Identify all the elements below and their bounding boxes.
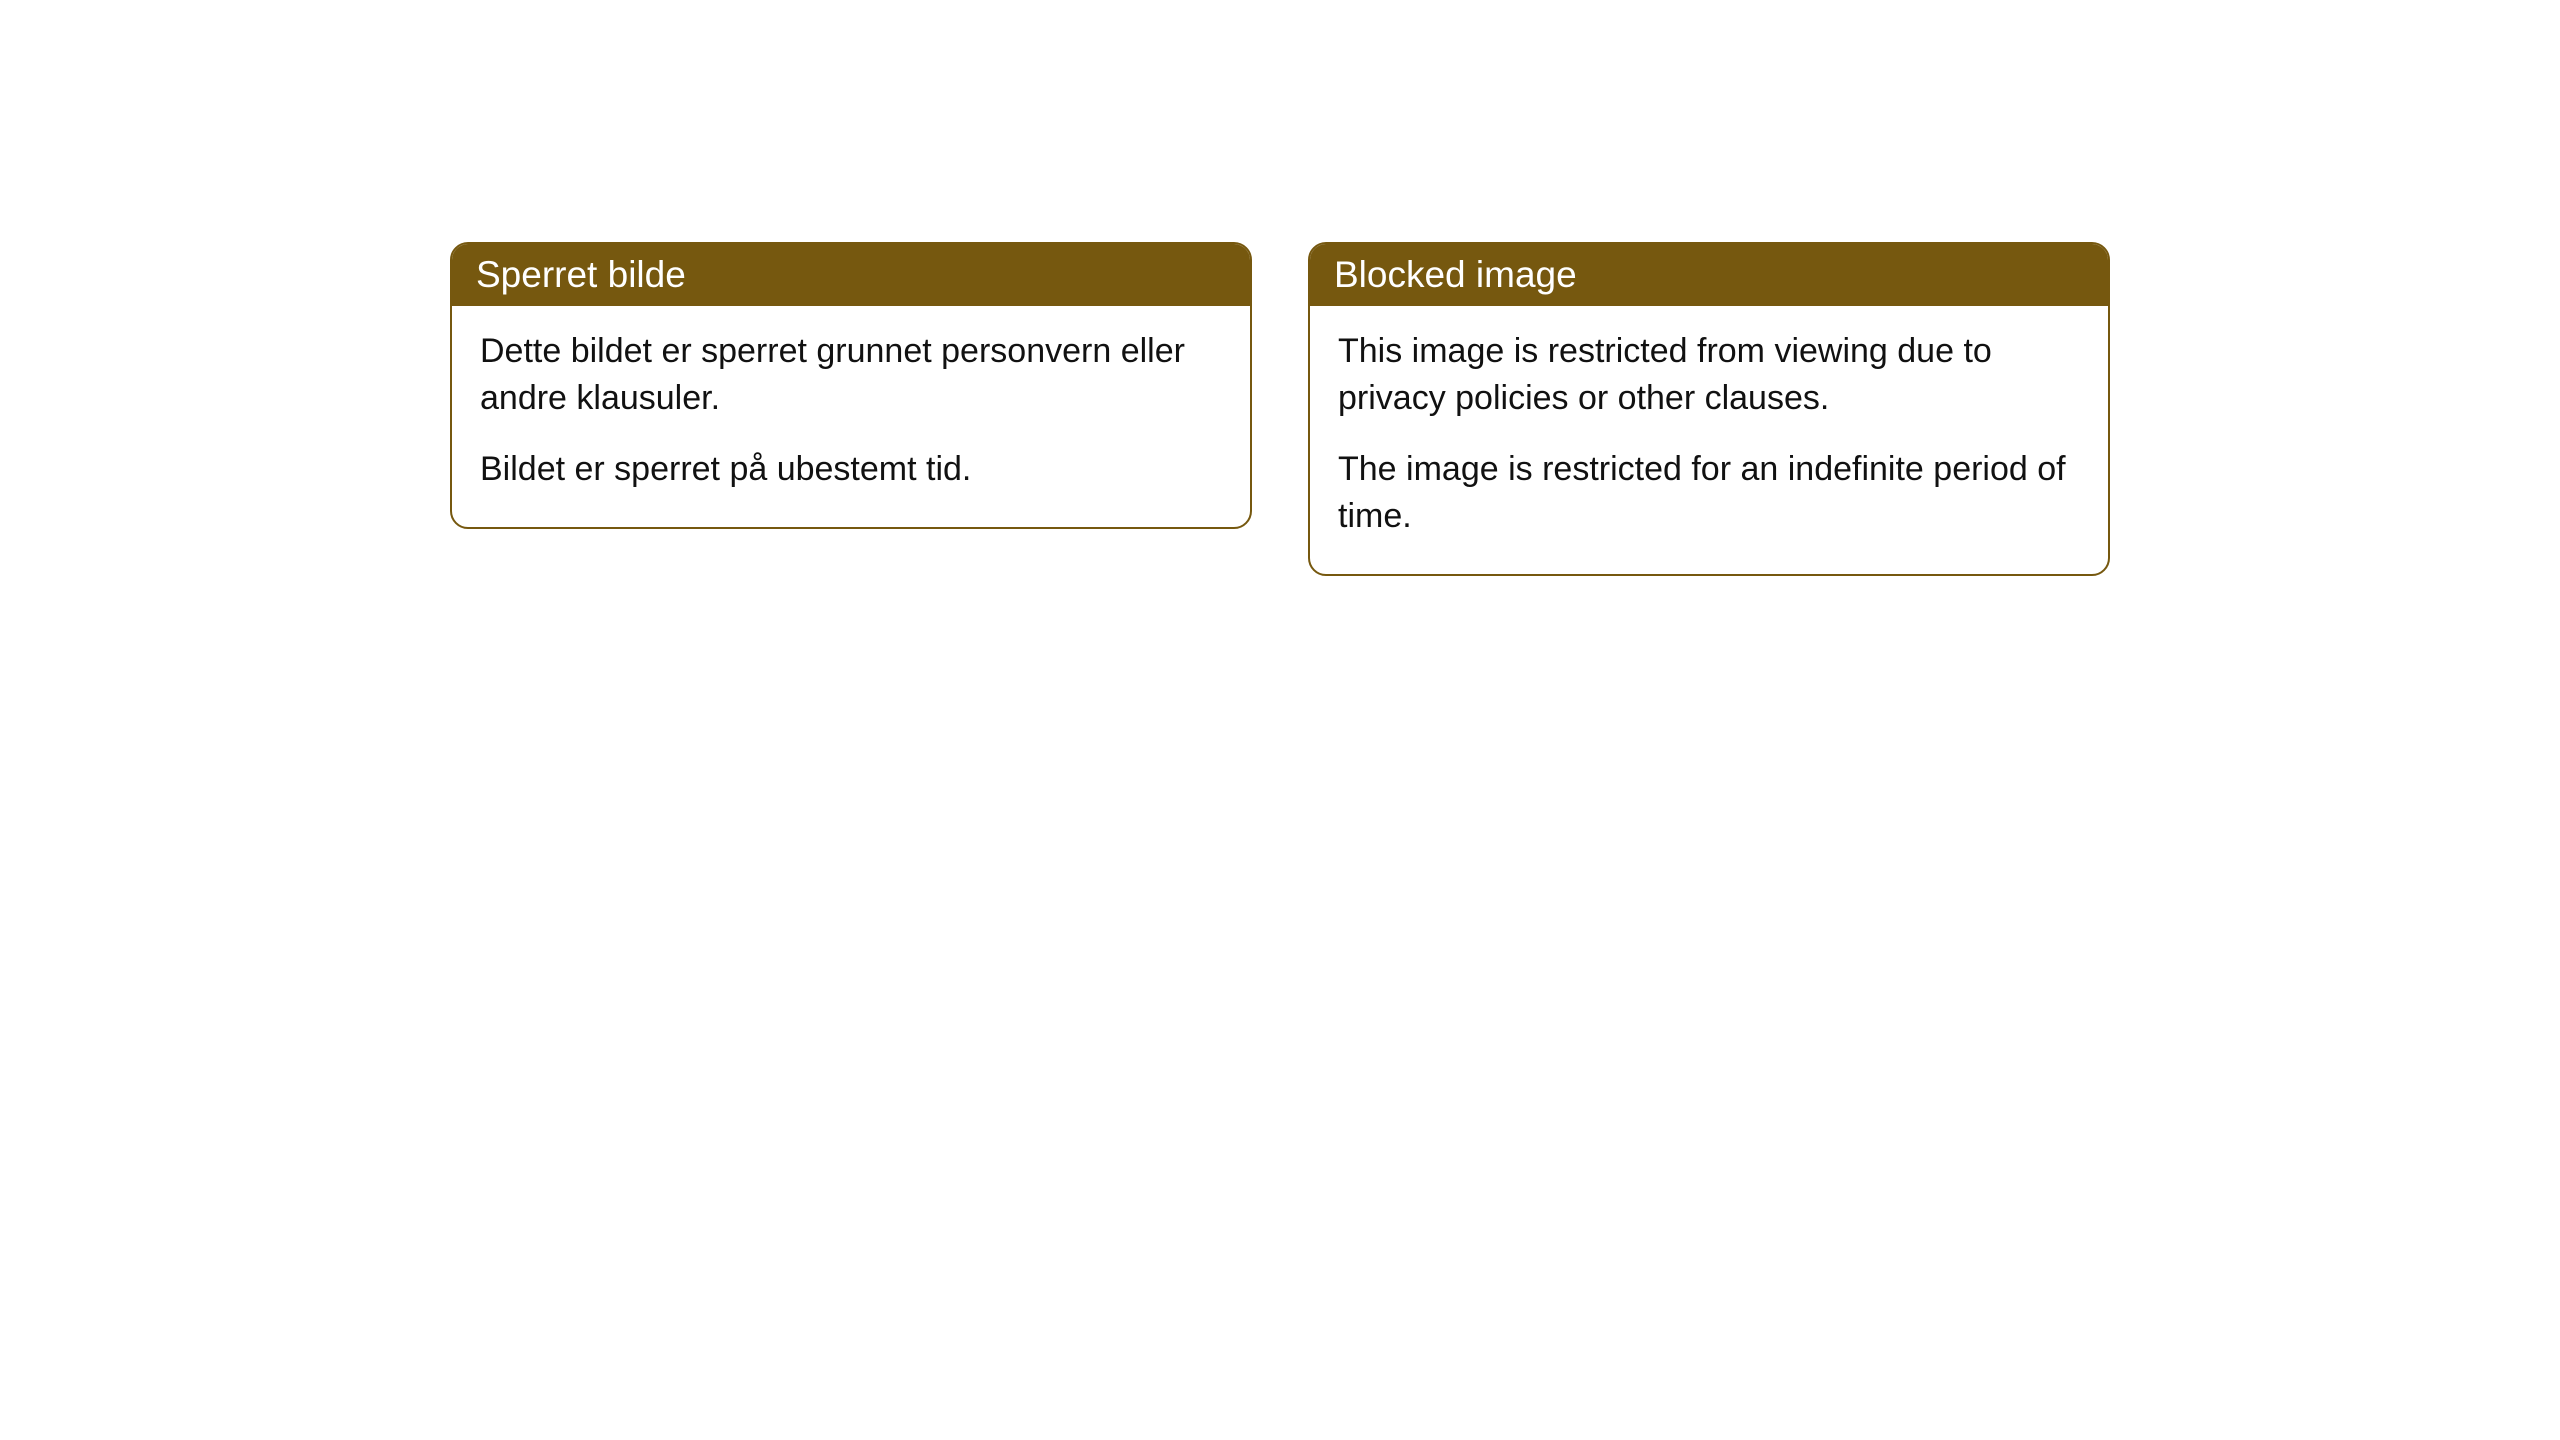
notice-paragraph-2-no: Bildet er sperret på ubestemt tid. xyxy=(480,446,1222,493)
blocked-image-notice-no: Sperret bilde Dette bildet er sperret gr… xyxy=(450,242,1252,529)
notice-body-en: This image is restricted from viewing du… xyxy=(1310,306,2108,574)
notice-paragraph-1-en: This image is restricted from viewing du… xyxy=(1338,328,2080,422)
blocked-image-notice-en: Blocked image This image is restricted f… xyxy=(1308,242,2110,576)
notice-header-en: Blocked image xyxy=(1310,244,2108,306)
notice-paragraph-2-en: The image is restricted for an indefinit… xyxy=(1338,446,2080,540)
notice-header-no: Sperret bilde xyxy=(452,244,1250,306)
notice-body-no: Dette bildet er sperret grunnet personve… xyxy=(452,306,1250,527)
notice-paragraph-1-no: Dette bildet er sperret grunnet personve… xyxy=(480,328,1222,422)
